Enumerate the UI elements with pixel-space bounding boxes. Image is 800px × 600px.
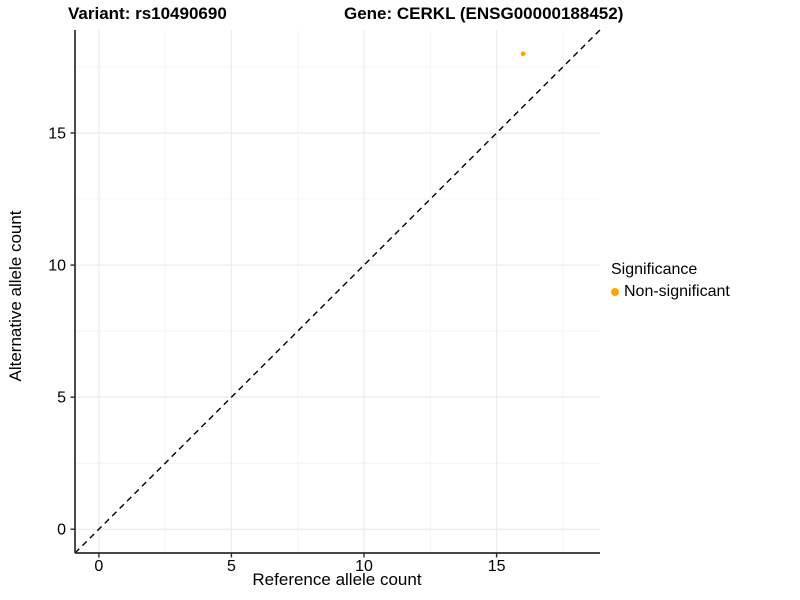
y-axis-title: Alternative allele count (6, 210, 25, 381)
y-tick-label: 10 (48, 258, 66, 275)
y-tick-label: 15 (48, 126, 66, 143)
legend-title: Significance (611, 261, 698, 278)
legend: Significance Non-significant (611, 261, 730, 301)
variant-title: Variant: rs10490690 (68, 4, 227, 23)
x-tick-label: 5 (227, 558, 236, 575)
x-tick-label: 10 (355, 558, 373, 575)
legend-item-label: Non-significant (624, 283, 730, 300)
x-tick-label: 0 (94, 558, 103, 575)
data-point (520, 51, 526, 57)
x-tick-label: 15 (488, 558, 506, 575)
gene-title: Gene: CERKL (ENSG00000188452) (344, 4, 624, 23)
y-tick-label: 5 (57, 390, 66, 407)
x-axis-title: Reference allele count (252, 570, 421, 589)
identity-dashed-line (74, 29, 601, 554)
y-tick-label: 0 (57, 522, 66, 539)
legend-point-icon (611, 288, 619, 296)
legend-item: Non-significant (611, 283, 730, 301)
